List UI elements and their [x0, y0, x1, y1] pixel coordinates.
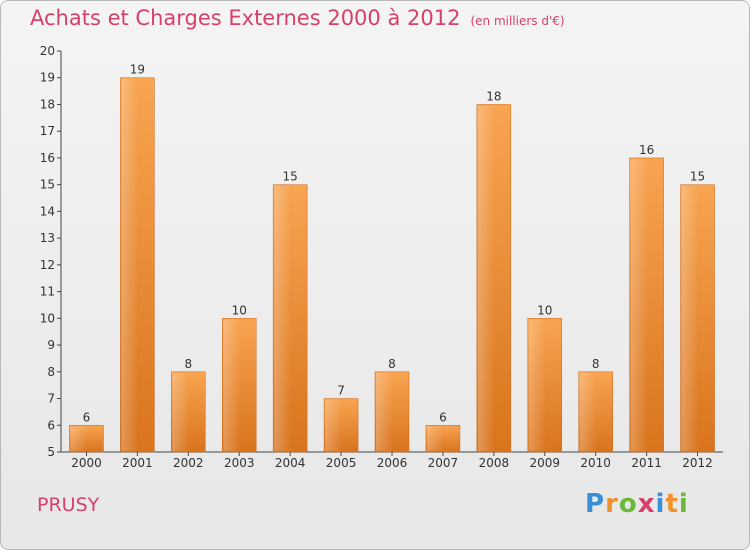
data-label: 8 [592, 357, 600, 371]
data-label: 6 [439, 410, 447, 424]
y-tick-label: 18 [40, 97, 55, 111]
bar-highlight [172, 372, 190, 451]
y-tick-label: 7 [47, 392, 55, 406]
bar-highlight [579, 372, 597, 451]
bar-highlight [70, 426, 88, 451]
x-tick-label: 2008 [479, 456, 510, 470]
title-main: Achats et Charges Externes 2000 à 2012 [30, 6, 461, 30]
bar-highlight [630, 158, 648, 451]
y-tick-label: 15 [40, 178, 55, 192]
y-tick-label: 16 [40, 151, 55, 165]
logo-letter: r [605, 489, 619, 519]
logo-letter: t [665, 489, 679, 519]
bar-highlight [121, 78, 139, 451]
data-label: 15 [690, 170, 705, 184]
bar-highlight [274, 185, 292, 451]
y-tick-label: 20 [40, 44, 55, 58]
logo-letter: i [655, 489, 666, 519]
data-label: 16 [639, 143, 654, 157]
logo-letter: o [618, 489, 638, 519]
x-tick-label: 2012 [682, 456, 713, 470]
labels: 6 19 8 10 15 7 8 6 18 10 8 16 15 [83, 63, 706, 425]
data-label: 10 [232, 303, 247, 317]
data-label: 10 [537, 303, 552, 317]
data-label: 7 [337, 384, 345, 398]
y-tick-label: 5 [47, 445, 55, 459]
x-tick-label: 2011 [631, 456, 662, 470]
bar-highlight [223, 319, 241, 451]
bar-highlight [426, 426, 444, 451]
y-tick-label: 11 [40, 285, 55, 299]
bar-highlight [528, 319, 546, 451]
y-tick-label: 13 [40, 231, 55, 245]
logo-letter: P [585, 489, 606, 519]
x-tick-label: 2002 [173, 456, 204, 470]
data-label: 18 [486, 89, 501, 103]
y-tick-label: 9 [47, 338, 55, 352]
x-tick-label: 2000 [71, 456, 102, 470]
x-tick-label: 2007 [428, 456, 459, 470]
x-tick-label: 2004 [275, 456, 306, 470]
data-label: 6 [83, 410, 91, 424]
bar-highlight [477, 105, 495, 451]
logo-letter: i [678, 489, 689, 519]
x-tick-label: 2001 [122, 456, 153, 470]
y-tick-label: 6 [47, 418, 55, 432]
bars [69, 77, 715, 453]
data-label: 15 [283, 170, 298, 184]
proxiti-logo: Proxiti [585, 489, 689, 519]
data-label: 8 [184, 357, 192, 371]
data-label: 19 [130, 63, 145, 77]
data-label: 8 [388, 357, 396, 371]
logo-letter: x [637, 489, 656, 519]
bar-highlight [376, 372, 393, 451]
y-tick-label: 19 [40, 71, 55, 85]
x-tick-label: 2006 [377, 456, 408, 470]
bar-highlight [325, 399, 343, 451]
y-tick-label: 8 [47, 365, 55, 379]
y-tick-label: 17 [40, 124, 55, 138]
municipality-name: PRUSY [37, 494, 100, 516]
chart-title: Achats et Charges Externes 2000 à 2012 (e… [30, 6, 565, 30]
x-tick-label: 2005 [326, 456, 357, 470]
x-tick-label: 2009 [529, 456, 560, 470]
chart-subtitle: (en milliers d'€) [470, 14, 565, 28]
y-tick-label: 14 [40, 204, 55, 218]
y-tick-label: 10 [40, 311, 55, 325]
y-tick-label: 12 [40, 258, 55, 272]
x-tick-label: 2010 [580, 456, 611, 470]
bar-highlight [681, 185, 699, 451]
x-tick-label: 2003 [224, 456, 255, 470]
axes: 5 6 7 8 9 10 11 12 13 14 15 16 17 18 19 20 2000 2001 2002 2… [40, 44, 723, 470]
